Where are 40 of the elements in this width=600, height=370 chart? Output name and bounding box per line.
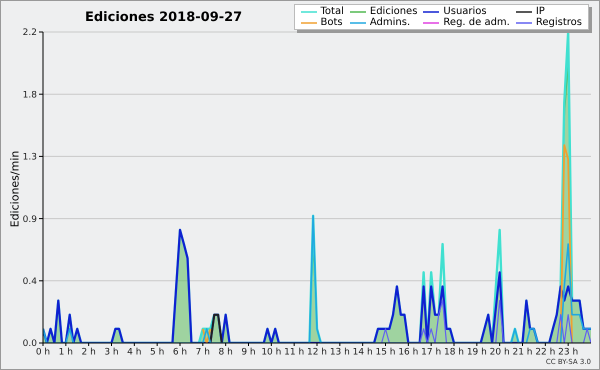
x-tick-label: 7 h xyxy=(196,347,210,358)
x-tick-label: 8 h xyxy=(218,347,233,358)
legend-label: Reg. de adm. xyxy=(443,17,510,28)
legend-label: Bots xyxy=(320,17,343,28)
x-tick-label: 15 h xyxy=(375,347,396,358)
x-tick-label: 10 h xyxy=(261,347,282,358)
x-tick-label: 9 h xyxy=(241,347,256,358)
y-tick-label: 1.8 xyxy=(22,90,38,100)
y-tick-label: 0.4 xyxy=(22,276,38,287)
chart-title: Ediciones 2018-09-27 xyxy=(85,10,242,25)
y-tick-label: 0.0 xyxy=(22,339,38,350)
y-tick-label: 0.9 xyxy=(22,214,38,225)
x-tick-label: 21 h xyxy=(512,347,533,358)
legend-label: Total xyxy=(320,6,344,17)
y-axis-title: Ediciones/min xyxy=(8,150,22,228)
legend-label: IP xyxy=(536,6,545,17)
x-tick-label: 16 h xyxy=(398,347,418,358)
x-tick-label: 11 h xyxy=(284,347,304,358)
x-tick-label: 12 h xyxy=(306,347,328,358)
x-tick-label: 22 h xyxy=(535,347,556,358)
x-tick-label: 18 h xyxy=(444,347,464,358)
legend-label: Admins. xyxy=(370,17,410,28)
y-tick-label: 2.2 xyxy=(22,28,37,38)
x-tick-label: 20 h xyxy=(490,347,510,358)
x-tick-label: 13 h xyxy=(330,347,350,358)
x-tick-label: 0 h xyxy=(36,347,50,358)
legend-label: Usuarios xyxy=(443,6,487,17)
x-tick-label: 23 h xyxy=(558,347,578,358)
legend-label: Registros xyxy=(536,17,582,28)
x-tick-label: 6 h xyxy=(172,347,188,358)
x-tick-label: 14 h xyxy=(352,347,373,358)
legend-label: Ediciones xyxy=(370,6,418,17)
y-tick-label: 1.3 xyxy=(22,152,37,163)
x-tick-label: 19 h xyxy=(466,347,487,358)
x-tick-label: 5 h xyxy=(150,347,164,358)
x-tick-label: 4 h xyxy=(127,347,142,358)
x-tick-label: 3 h xyxy=(104,347,119,358)
x-tick-label: 17 h xyxy=(421,347,442,358)
x-tick-label: 1 h xyxy=(58,347,73,358)
x-tick-label: 2 h xyxy=(82,347,96,358)
